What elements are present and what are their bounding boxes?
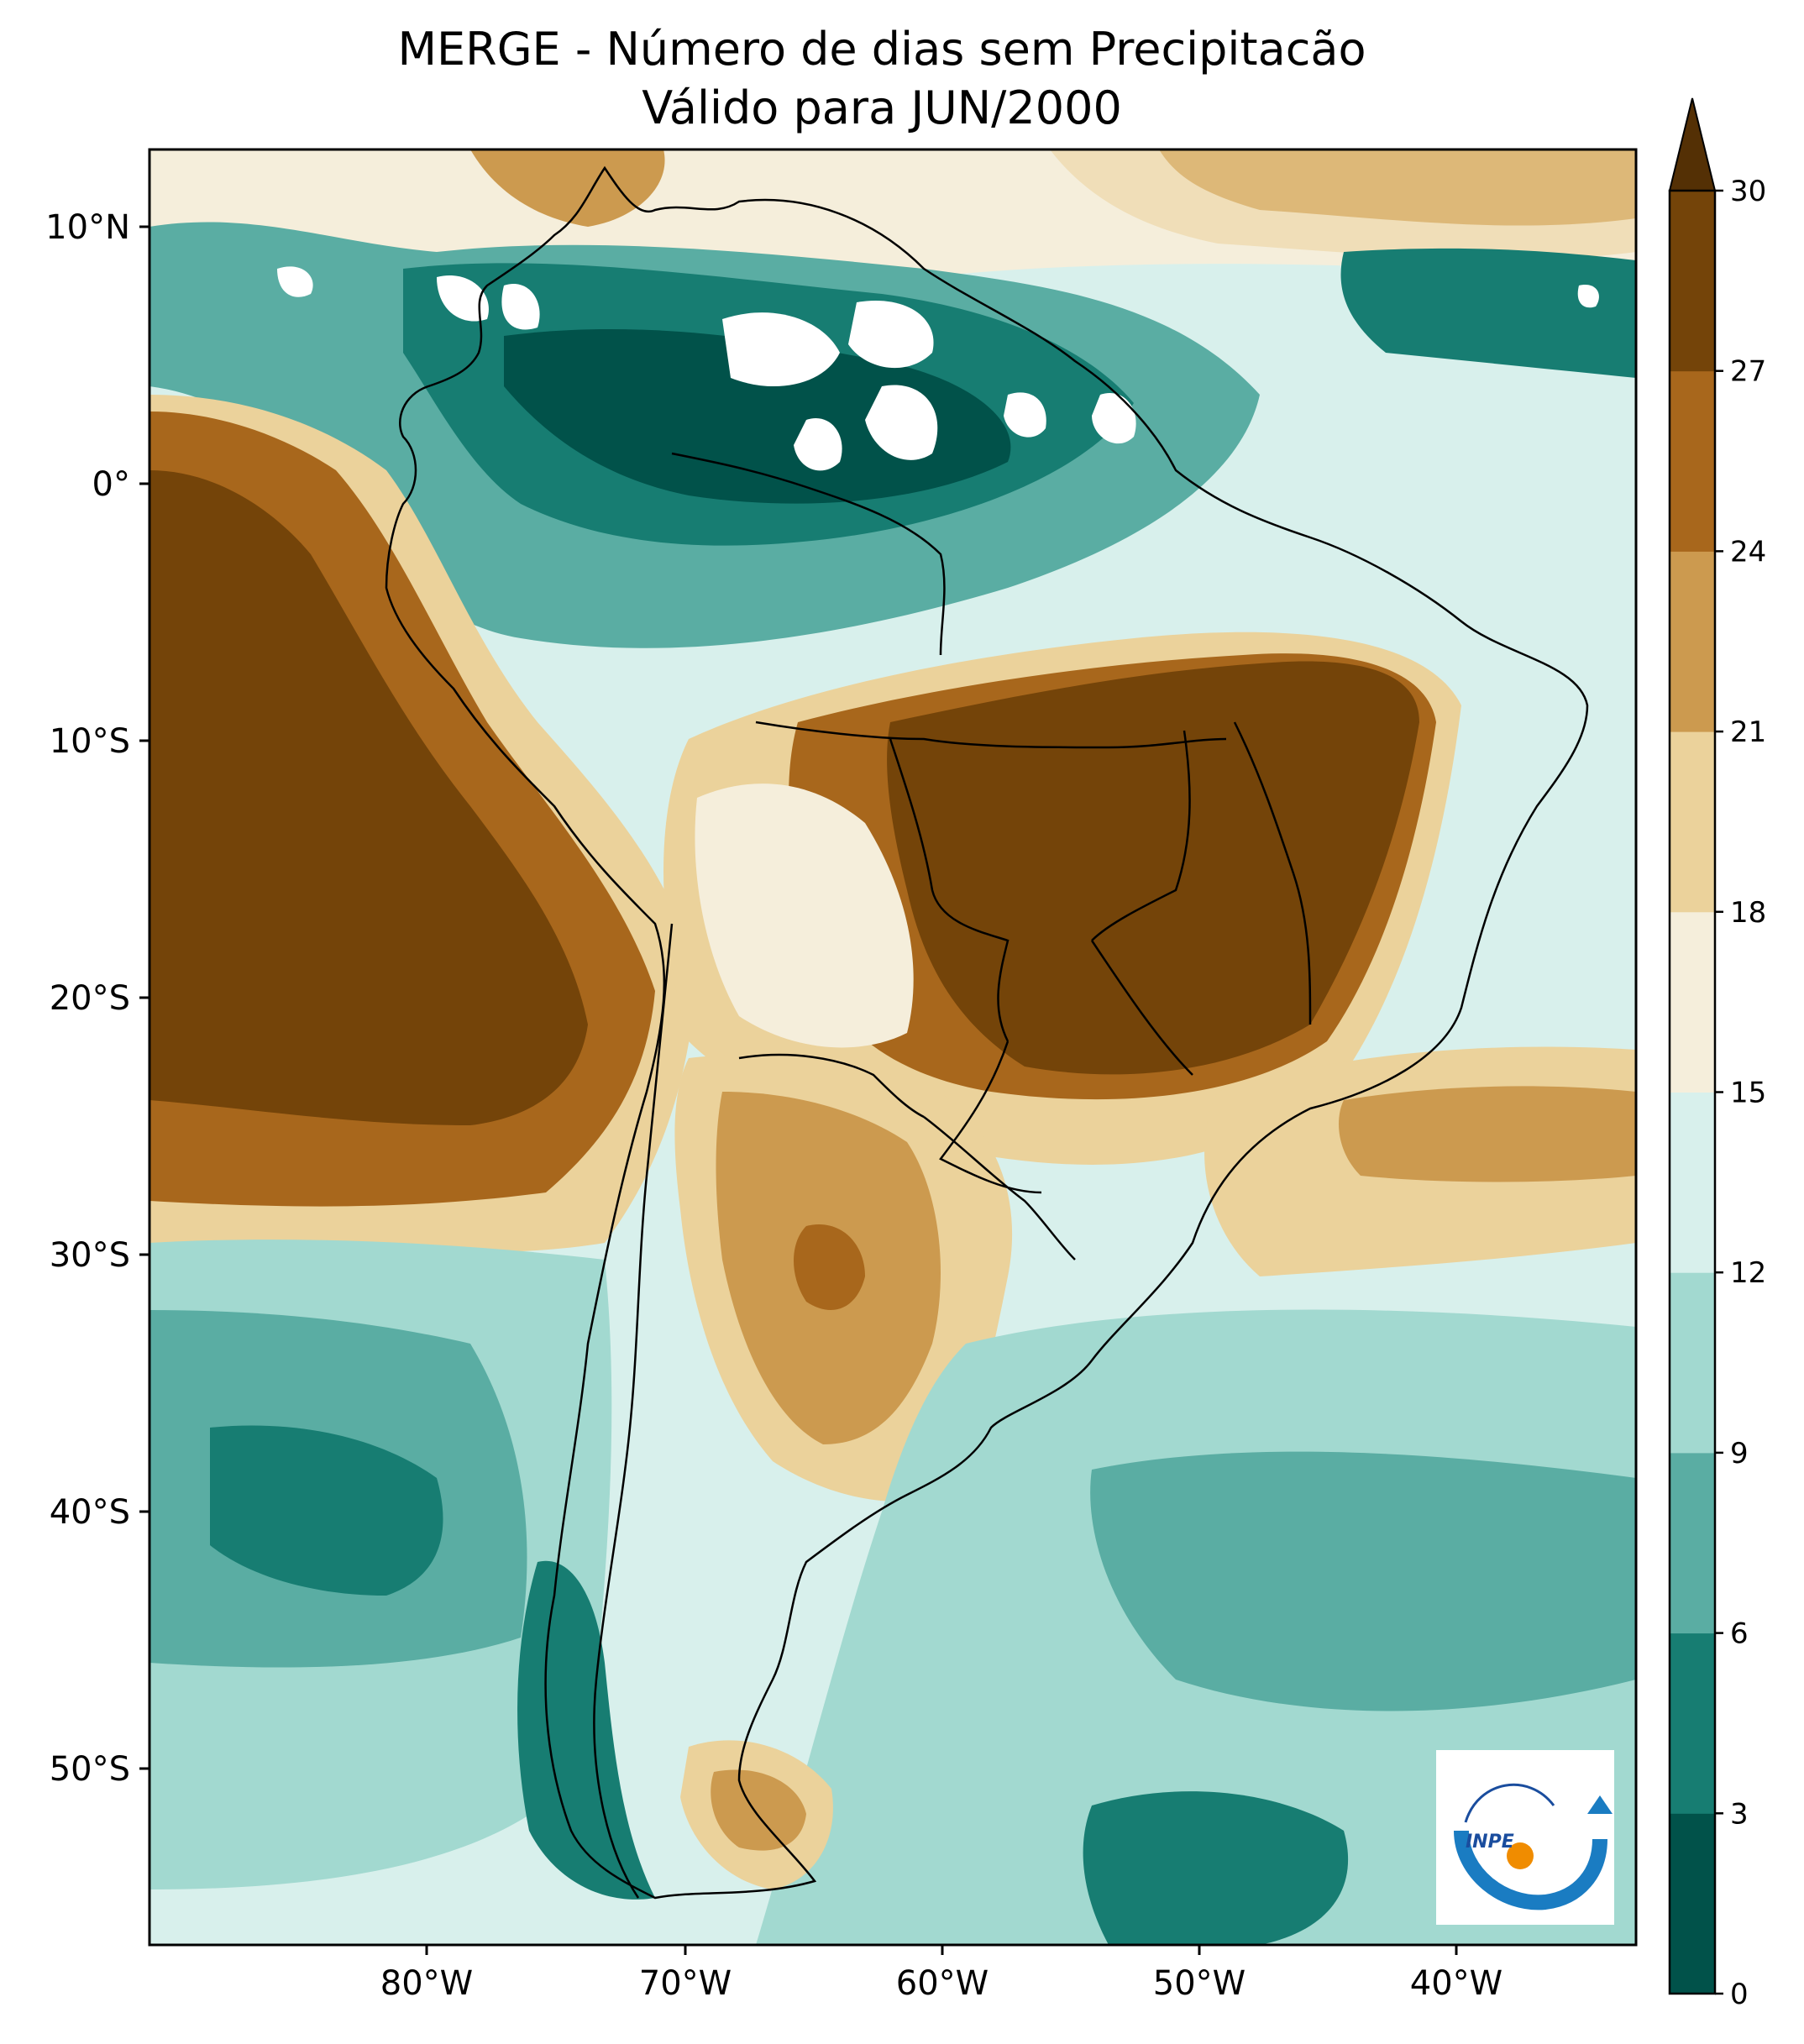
colorbar-tick-label: 0: [1730, 1978, 1749, 2011]
colorbar-bin: [1670, 551, 1715, 732]
colorbar-tick-label: 3: [1730, 1797, 1749, 1831]
colorbar-bin: [1670, 1813, 1715, 1994]
lat-axis: 10°N 0° 10°S 20°S 30°S 40°S 50°S: [45, 208, 149, 1789]
border-brazil-states: [1090, 721, 1312, 1076]
colorbar-bin: [1670, 191, 1715, 372]
lon-tick-label: 70°W: [639, 1964, 732, 2003]
field-chile-south-dark: [517, 1560, 655, 1900]
colorbar-bin: [1670, 1092, 1715, 1273]
colorbar-bin: [1670, 911, 1715, 1093]
inpe-logo-icon: INPE: [1454, 1783, 1613, 1910]
lat-tick-label: 30°S: [50, 1236, 130, 1275]
south-america-coastline: [385, 165, 1589, 1900]
field-atlantic-north-teal: [1340, 248, 1636, 378]
lon-tick-label: 80°W: [380, 1964, 473, 2003]
colorbar-bin: [1670, 1633, 1715, 1814]
inpe-logo: INPE: [1436, 1750, 1614, 1925]
colorbar-tick-label: 21: [1730, 715, 1766, 749]
map-panel: [149, 149, 1636, 1945]
field-north-caribbean-brown: [470, 149, 665, 227]
lat-tick-label: 40°S: [50, 1493, 130, 1532]
field-south-pacific-darkest: [210, 1425, 443, 1596]
field-south-atlantic-dark: [1090, 1451, 1636, 1711]
colorbar: 0 3 6 9 12 15 18 21 24 27 30: [1668, 97, 1766, 2011]
field-bolivia-tan: [695, 784, 914, 1048]
lon-tick-label: 50°W: [1153, 1964, 1245, 2003]
colorbar-tick-label: 15: [1730, 1077, 1766, 1110]
colorbar-extend-arrow: [1668, 97, 1717, 191]
field-brazil-darkbrown: [887, 661, 1419, 1075]
colorbar-bin: [1670, 1272, 1715, 1454]
lat-tick-label: 10°S: [50, 722, 130, 761]
chart-title-line2: Válido para JUN/2000: [642, 81, 1122, 134]
inpe-logo-text: INPE: [1466, 1832, 1514, 1853]
lat-tick-label: 0°: [92, 465, 130, 504]
lon-tick-label: 60°W: [896, 1964, 989, 2003]
border-andes: [593, 923, 674, 1899]
colorbar-tick-label: 18: [1730, 896, 1766, 930]
field-south-atlantic-darkest: [1083, 1791, 1349, 1945]
field-argentina-spot: [794, 1224, 865, 1310]
field-patagonia-brown: [711, 1769, 806, 1851]
lon-tick-label: 40°W: [1410, 1964, 1502, 2003]
colorbar-tick-label: 6: [1730, 1617, 1749, 1651]
field-north-tan: [1050, 149, 1636, 259]
field-amazon-darkest: [504, 328, 1011, 504]
colorbar-tick-label: 30: [1730, 175, 1766, 208]
chart-title-line1: MERGE - Número de dias sem Precipitacão: [397, 23, 1366, 76]
colorbar-tick-label: 9: [1730, 1437, 1749, 1470]
lon-axis: 80°W 70°W 60°W 50°W 40°W: [380, 1945, 1502, 2003]
colorbar-tick-label: 12: [1730, 1256, 1766, 1290]
colorbar-bin: [1670, 1452, 1715, 1634]
lat-tick-label: 50°S: [50, 1750, 130, 1789]
coastlines-borders: [385, 165, 1589, 1900]
no-data-patches: [277, 266, 1599, 471]
colorbar-tick-label: 24: [1730, 535, 1766, 569]
lat-tick-label: 20°S: [50, 979, 130, 1018]
field-atlantic-brown: [1339, 1086, 1636, 1182]
colorbar-tick-label: 27: [1730, 355, 1766, 389]
map-frame: [148, 148, 1638, 1947]
lat-tick-label: 10°N: [45, 208, 130, 247]
colorbar-bin: [1670, 731, 1715, 913]
colorbar-bin: [1670, 370, 1715, 552]
border-argentina-paraguay: [738, 1053, 1076, 1260]
field-pacific-darkbrown: [149, 470, 588, 1125]
border-brazil: [671, 452, 1227, 1194]
